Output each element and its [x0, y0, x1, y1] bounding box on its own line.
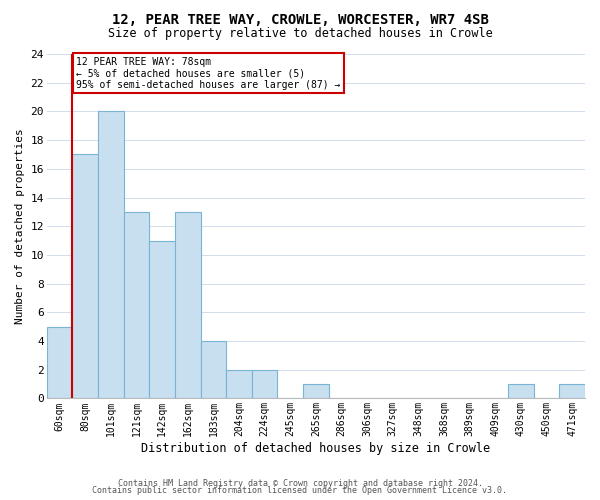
- Text: 12, PEAR TREE WAY, CROWLE, WORCESTER, WR7 4SB: 12, PEAR TREE WAY, CROWLE, WORCESTER, WR…: [112, 12, 488, 26]
- Bar: [200, 341, 226, 398]
- Text: Size of property relative to detached houses in Crowle: Size of property relative to detached ho…: [107, 28, 493, 40]
- Text: Contains public sector information licensed under the Open Government Licence v3: Contains public sector information licen…: [92, 486, 508, 495]
- Bar: [98, 112, 124, 399]
- Bar: [175, 212, 200, 398]
- Bar: [73, 154, 98, 398]
- Text: Contains HM Land Registry data © Crown copyright and database right 2024.: Contains HM Land Registry data © Crown c…: [118, 478, 482, 488]
- Bar: [47, 326, 73, 398]
- Bar: [149, 240, 175, 398]
- Bar: [124, 212, 149, 398]
- Bar: [303, 384, 329, 398]
- Bar: [559, 384, 585, 398]
- Bar: [508, 384, 534, 398]
- Bar: [226, 370, 252, 398]
- Text: 12 PEAR TREE WAY: 78sqm
← 5% of detached houses are smaller (5)
95% of semi-deta: 12 PEAR TREE WAY: 78sqm ← 5% of detached…: [76, 57, 341, 90]
- Bar: [252, 370, 277, 398]
- X-axis label: Distribution of detached houses by size in Crowle: Distribution of detached houses by size …: [142, 442, 490, 455]
- Y-axis label: Number of detached properties: Number of detached properties: [15, 128, 25, 324]
